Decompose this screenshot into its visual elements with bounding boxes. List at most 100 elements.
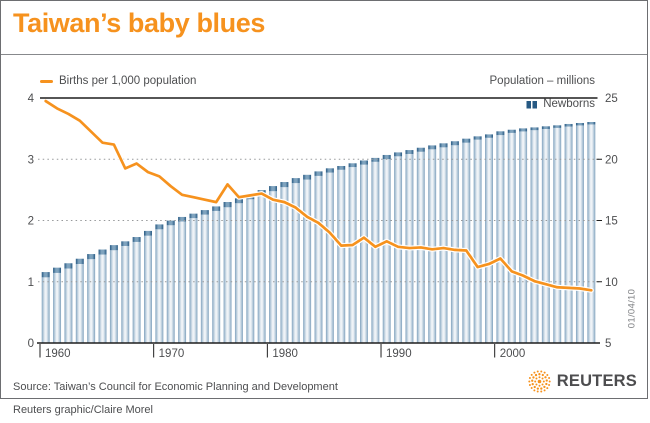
x-axis-tick-label: 1970 [159, 348, 185, 360]
population-bar [132, 241, 141, 343]
logo-dot [535, 377, 538, 380]
newborn-segment [189, 213, 198, 219]
newborn-segment [359, 160, 368, 165]
population-bar [144, 235, 152, 343]
newborn-segment [519, 128, 528, 132]
newborn-segment [496, 131, 505, 136]
newborn-segment [291, 178, 300, 184]
population-bar [75, 263, 84, 343]
population-bar [394, 156, 403, 343]
population-bar [428, 149, 437, 343]
x-axis-tick-label: 1960 [45, 348, 71, 360]
logo-dot [541, 377, 544, 380]
population-bar [223, 207, 232, 343]
logo-dot [543, 385, 546, 389]
newborn-segment [155, 224, 164, 230]
population-bar [553, 127, 562, 343]
newborn-segment [541, 126, 550, 129]
newborn-segment [325, 168, 334, 173]
reuters-wordmark: REUTERS [556, 372, 637, 390]
right-axis-tick-label: 25 [605, 93, 618, 105]
newborn-segment [212, 206, 221, 211]
newborn-segment [121, 241, 130, 246]
newborn-segment [200, 210, 209, 215]
population-bar [314, 175, 323, 343]
left-axis-tick-label: 3 [28, 154, 34, 166]
x-axis-tick-label: 2000 [500, 348, 526, 360]
logo-dot [545, 379, 548, 382]
legend-newborns: Newborns [1, 98, 595, 110]
population-bar [337, 169, 346, 343]
logo-dot [544, 382, 548, 386]
newborn-segment [314, 171, 323, 176]
logo-dot [530, 373, 533, 376]
newborn-segment [98, 249, 107, 255]
population-bar [280, 187, 289, 343]
right-axis-tick-label: 5 [605, 338, 611, 350]
population-bar [439, 147, 448, 343]
newborn-segment [473, 136, 482, 140]
population-bar [246, 199, 255, 343]
reuters-logo: REUTERS [528, 370, 637, 393]
newborn-segment [382, 154, 391, 160]
logo-dot [542, 380, 545, 383]
newborn-segment [337, 165, 346, 170]
left-axis-tick-label: 4 [28, 93, 35, 105]
logo-dot [534, 373, 537, 377]
logo-dot [533, 389, 536, 392]
population-bar [303, 179, 312, 343]
population-bar [462, 142, 471, 343]
newborn-segment [223, 202, 232, 208]
right-axis-title: Population – millions [489, 75, 595, 87]
left-axis-tick-label: 1 [28, 277, 34, 289]
date-stamp: 01/04/10 [626, 288, 638, 329]
population-bar [519, 131, 528, 343]
logo-dot [533, 380, 536, 383]
logo-dot [538, 376, 541, 379]
newborn-segment [462, 138, 471, 143]
logo-dot [546, 373, 549, 376]
population-bar [382, 159, 391, 343]
logo-dot [533, 385, 536, 389]
logo-dot [537, 379, 542, 384]
population-bar [234, 203, 243, 343]
population-bar [371, 161, 380, 343]
logo-dot [528, 380, 531, 383]
logo-dot [528, 376, 531, 379]
logo-dot [528, 383, 531, 386]
newborn-segment [166, 220, 175, 226]
population-bar [473, 139, 482, 343]
logo-dot [536, 387, 539, 390]
logo-dot [543, 371, 546, 374]
population-bar [155, 229, 164, 343]
logo-dot [544, 376, 547, 379]
newborn-segment [109, 245, 118, 251]
population-bar [507, 132, 516, 343]
newborn-segment [348, 163, 357, 168]
logo-dot [541, 373, 544, 377]
population-bar [87, 259, 96, 343]
source-note: Source: Taiwan’s Council for Economic Pl… [13, 381, 338, 393]
population-bar [189, 218, 198, 343]
population-bar [64, 268, 73, 343]
line-legend-label: Births per 1,000 population [59, 75, 197, 87]
logo-dot [538, 373, 541, 376]
population-bar [450, 145, 459, 343]
logo-dot [540, 370, 543, 373]
logo-dot [547, 377, 550, 380]
newborn-segment [405, 150, 414, 154]
population-bar [587, 124, 596, 344]
right-axis-tick-label: 10 [605, 277, 618, 289]
births-line [44, 99, 593, 292]
newborn-segment [132, 237, 141, 242]
bar-legend-label: Newborns [543, 98, 595, 110]
population-bar [291, 183, 300, 343]
newborn-segment [507, 129, 516, 133]
logo-dot [536, 390, 539, 393]
logo-dot [546, 387, 549, 390]
header-divider [1, 54, 647, 55]
legend-births: Births per 1,000 population [40, 75, 196, 87]
newborn-segment [439, 143, 448, 148]
population-bar [166, 225, 175, 343]
logo-dot [543, 389, 546, 392]
